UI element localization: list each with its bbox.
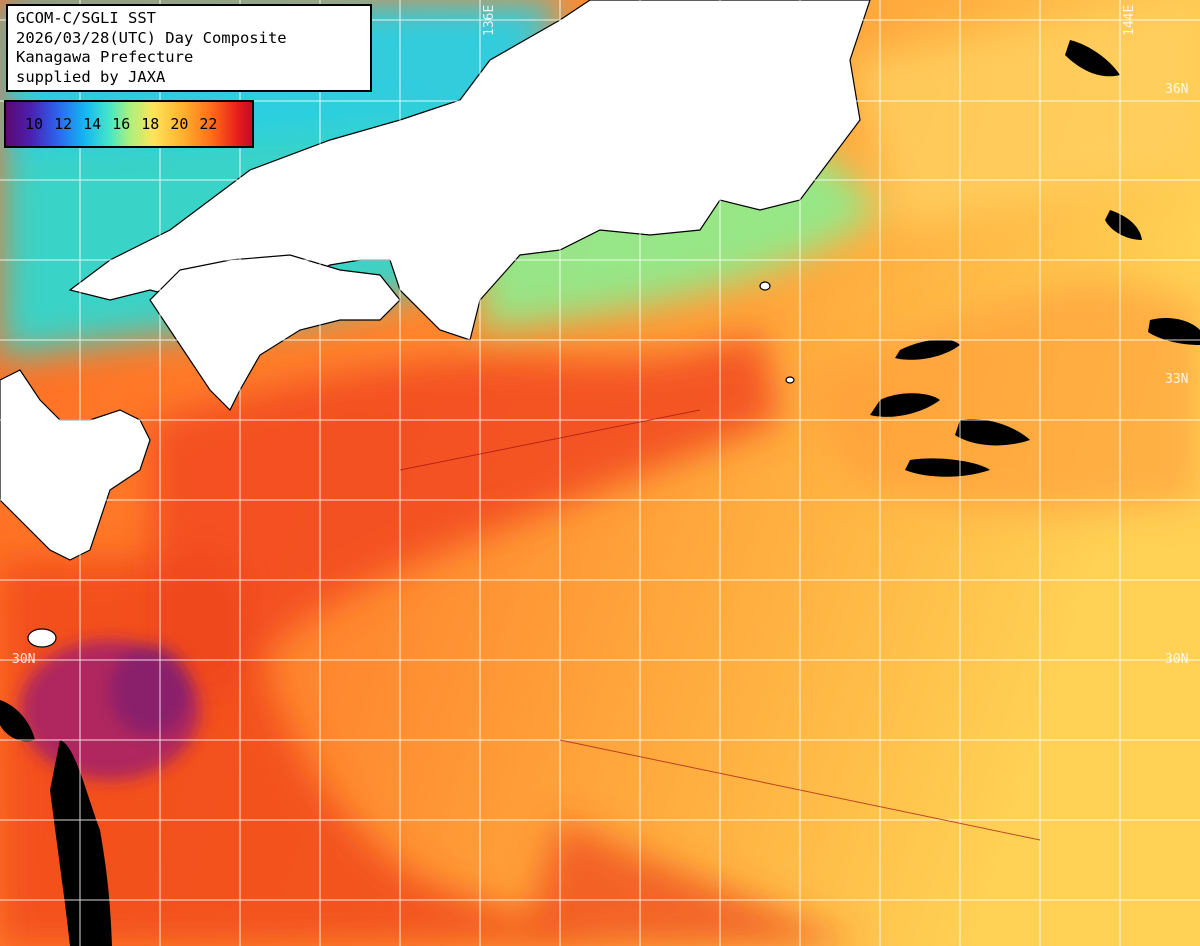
cloud-mask	[0, 40, 1200, 946]
legend-tick: 12	[54, 115, 73, 133]
legend-tick: 10	[25, 115, 44, 133]
island-tanegashima	[27, 628, 57, 648]
shikoku-landmass	[149, 254, 401, 412]
temperature-color-legend: 10 12 14 16 18 20 22	[4, 100, 254, 148]
island-small	[785, 376, 795, 384]
latitude-label-30n-left: 30N	[12, 652, 36, 667]
longitude-label-144e: 144E	[1122, 4, 1137, 36]
region-name: Kanagawa Prefecture	[16, 48, 194, 66]
longitude-label-136e: 136E	[482, 4, 497, 36]
legend-tick: 22	[199, 115, 218, 133]
map-title-box: GCOM-C/SGLI SST 2026/03/28(UTC) Day Comp…	[6, 4, 372, 92]
latitude-label-36n: 36N	[1165, 82, 1189, 97]
swath-edge	[399, 409, 1041, 841]
legend-tick: 20	[170, 115, 189, 133]
composite-date: 2026/03/28(UTC) Day Composite	[16, 28, 287, 47]
kyushu-landmass	[0, 369, 151, 561]
product-title: GCOM-C/SGLI SST	[16, 9, 156, 27]
latitude-label-30n-right: 30N	[1165, 652, 1189, 667]
latitude-label-33n: 33N	[1165, 372, 1189, 387]
legend-tick: 14	[83, 115, 102, 133]
data-credit: supplied by JAXA	[16, 67, 166, 86]
island-small	[759, 281, 771, 291]
legend-tick-labels: 10 12 14 16 18 20 22	[6, 102, 252, 146]
legend-tick: 16	[112, 115, 131, 133]
legend-tick: 18	[141, 115, 160, 133]
cool-eddy	[20, 640, 200, 780]
land	[0, 0, 871, 648]
